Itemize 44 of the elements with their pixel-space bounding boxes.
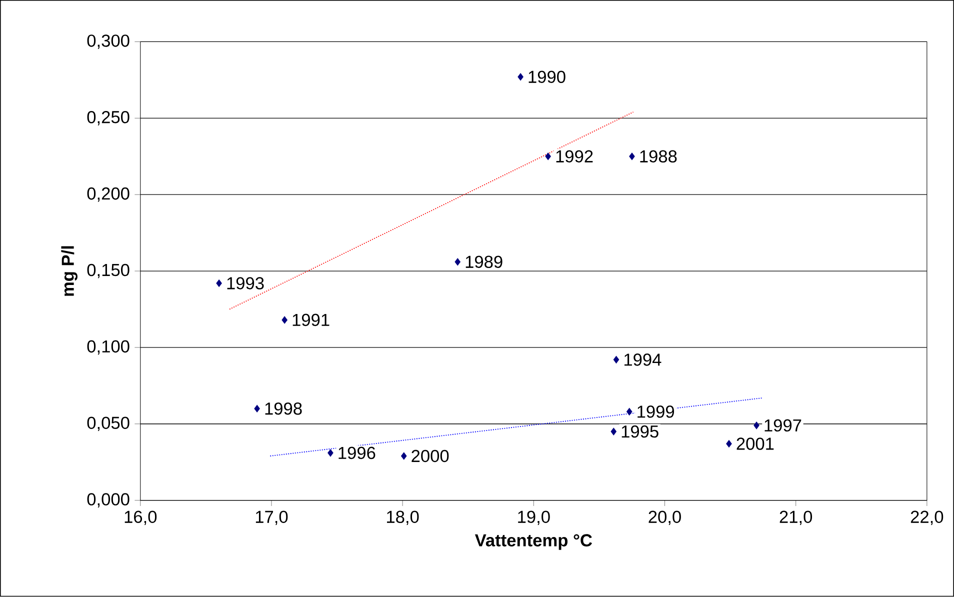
annotation: 1989	[466, 256, 502, 268]
annotation: 1992	[556, 150, 593, 163]
y-tick-label: 0,300	[87, 34, 130, 50]
x-tick-label: 18,0	[387, 510, 419, 526]
point	[545, 152, 551, 160]
point	[401, 452, 407, 460]
x-axis-title: Vattentemp °C	[474, 534, 592, 550]
point	[610, 428, 616, 436]
annotation: 1988	[640, 150, 677, 163]
annotation: 1991	[292, 314, 330, 326]
x-tick-label: 21,0	[780, 510, 812, 526]
point	[726, 440, 732, 448]
x-tick-label: 17,0	[256, 510, 288, 526]
y-tick-label: 0,000	[87, 493, 130, 508]
annotation: 1993	[227, 277, 264, 290]
annotation: 1996	[338, 446, 376, 460]
point	[282, 316, 288, 324]
annotation: 1998	[265, 402, 302, 415]
point	[328, 449, 334, 457]
x-tick-label: 19,0	[518, 510, 550, 526]
point	[626, 408, 632, 416]
y-tick-label: 0,250	[87, 111, 130, 126]
y-axis-title: mg P/l	[61, 246, 78, 296]
annotation: 1997	[764, 419, 802, 432]
annotation: 1990	[528, 70, 566, 84]
y-tick-label: 0,100	[87, 340, 130, 355]
point	[454, 258, 460, 266]
x-tick-label: 20,0	[648, 510, 681, 526]
annotation: 2001	[736, 438, 774, 450]
x-tick-label: 16,0	[124, 510, 157, 526]
point	[613, 356, 620, 364]
y-tick-label: 0,200	[87, 188, 130, 202]
point	[629, 152, 635, 160]
annotation: 1999	[638, 406, 674, 418]
x-tick-label: 22,0	[910, 510, 944, 526]
annotation: 1995	[622, 426, 658, 438]
annotation: 2000	[412, 450, 449, 462]
annotation: 1994	[624, 354, 662, 366]
y-tick-label: 0,150	[87, 264, 130, 278]
point	[754, 422, 760, 430]
point	[518, 73, 524, 81]
point	[254, 405, 260, 412]
y-tick-label: 0,050	[87, 416, 130, 432]
point	[216, 280, 222, 288]
